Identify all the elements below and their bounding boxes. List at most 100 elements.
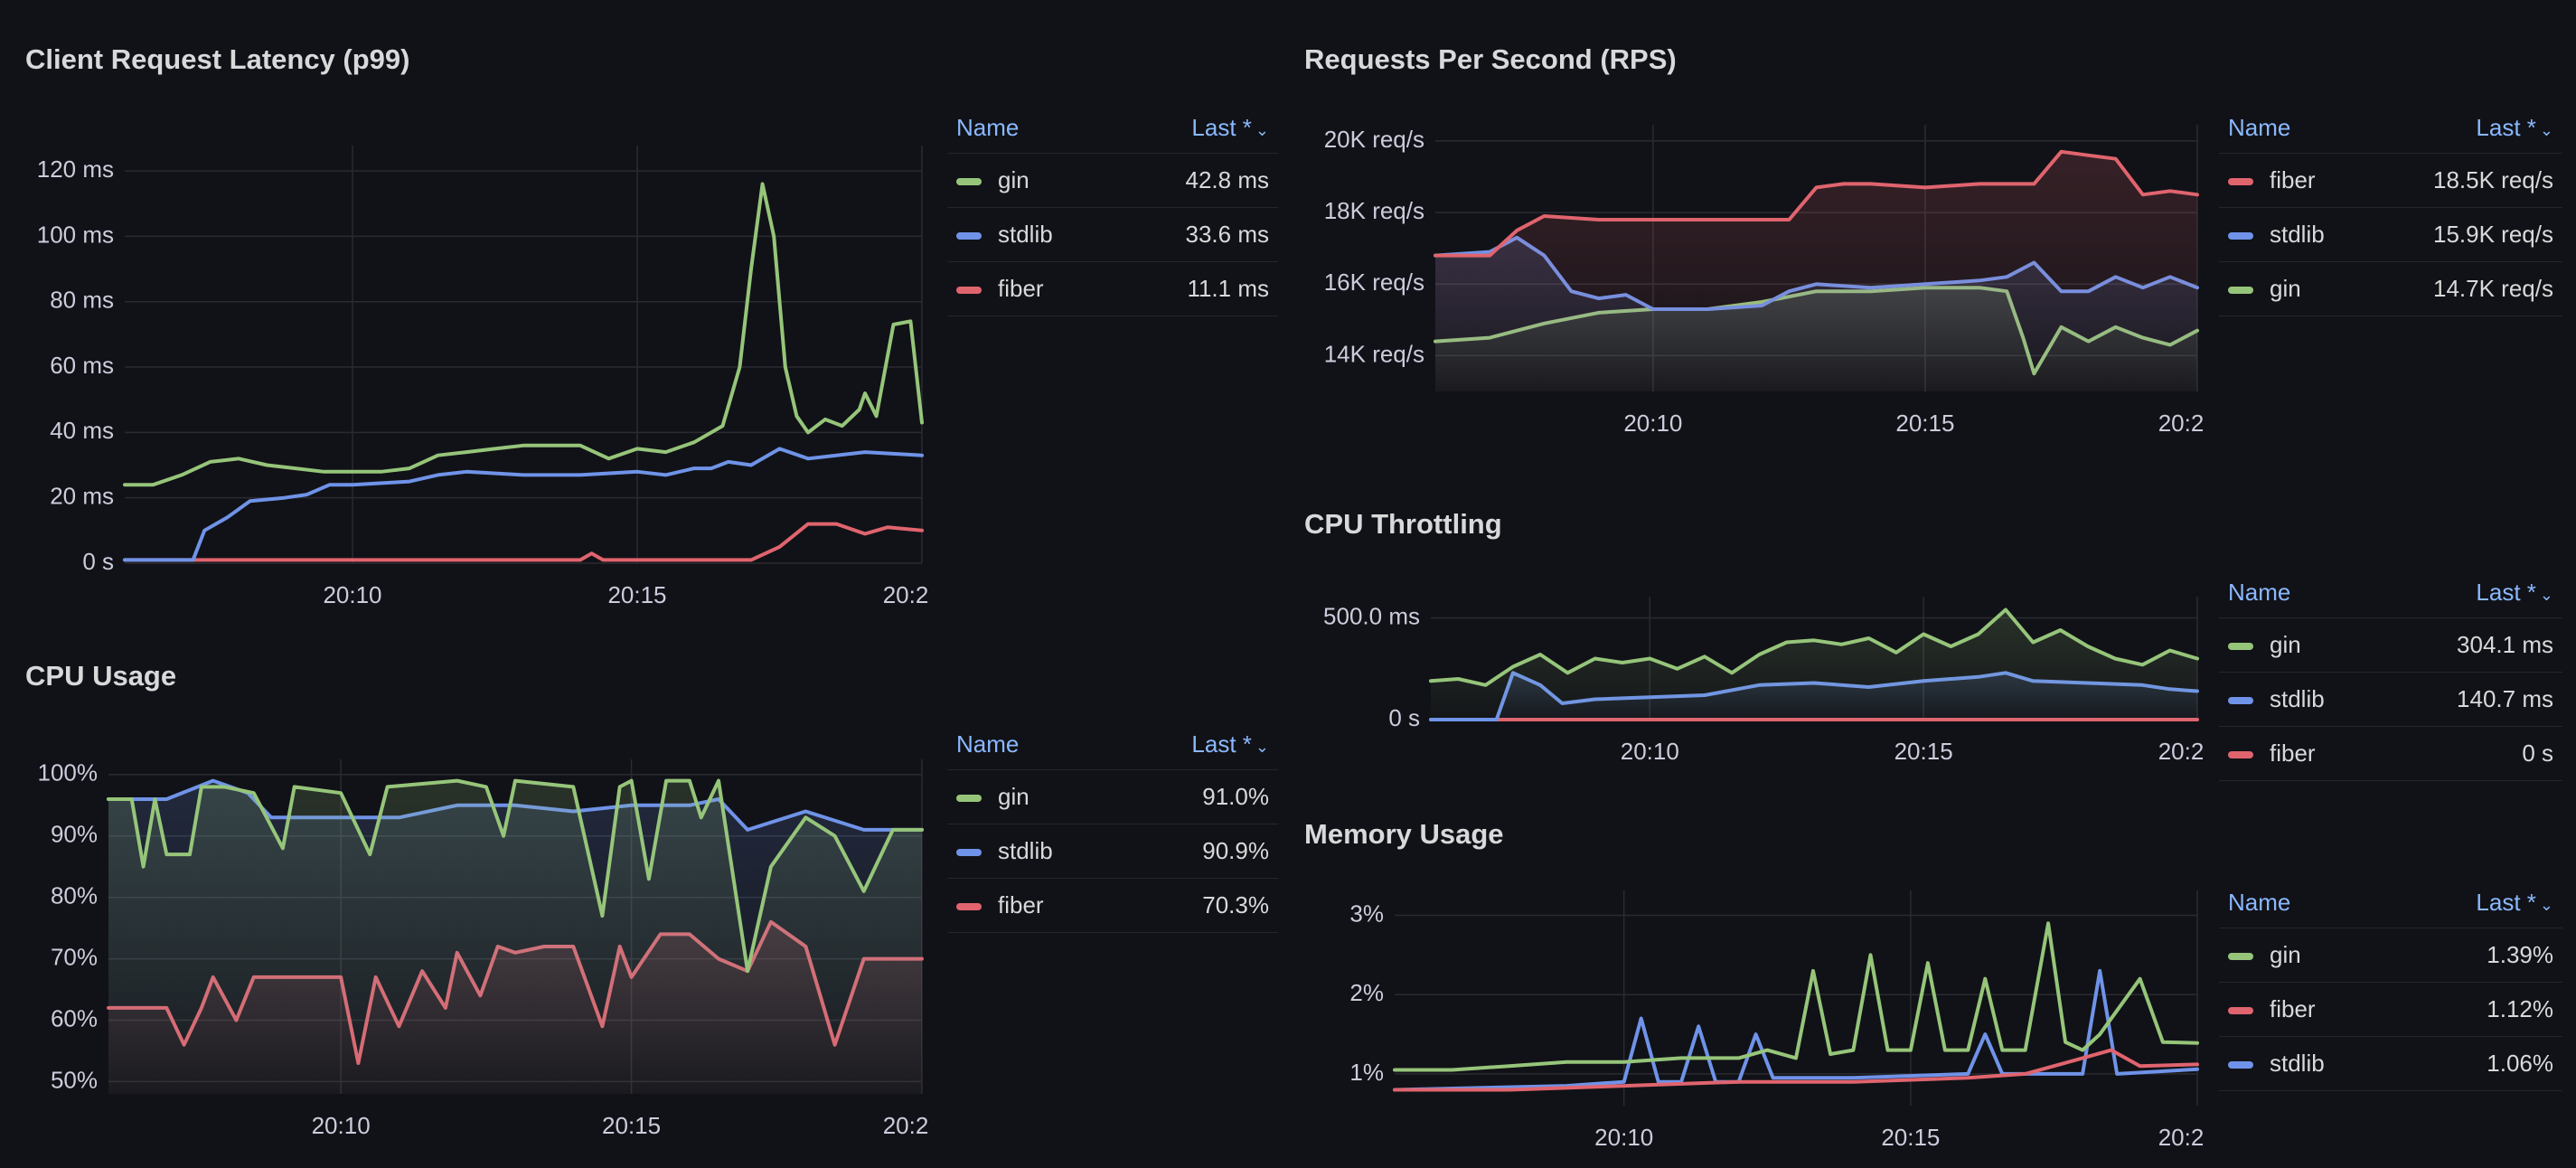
y-tick-label: 100%: [38, 759, 99, 787]
legend-name-header[interactable]: Name: [2228, 579, 2291, 606]
legend-series: fiber: [2219, 982, 2407, 1037]
series-line-gin[interactable]: [1393, 921, 2199, 1072]
series-color-swatch: [956, 795, 982, 803]
y-tick-label: 80%: [51, 882, 98, 909]
x-tick-label: 20:2: [2158, 410, 2205, 437]
y-tick-label: 120 ms: [37, 155, 114, 183]
legend-row-stdlib[interactable]: stdlib 140.7 ms: [2219, 672, 2562, 727]
series-line-stdlib[interactable]: [123, 447, 924, 562]
series-line-gin[interactable]: [107, 778, 924, 974]
legend-series-last-value: 304.1 ms: [2390, 617, 2562, 673]
legend-name-header[interactable]: Name: [956, 730, 1020, 758]
legend-series-name: fiber: [2270, 166, 2316, 193]
legend-series-name: gin: [998, 783, 1029, 810]
legend-series-last-value: 0 s: [2390, 726, 2562, 781]
legend-series-last-value: 70.3%: [1127, 878, 1278, 933]
throttling-panel: CPU Throttling 0 s 500.0 ms 20:10 20:15 20:2…: [1304, 508, 2570, 781]
legend-series-name: fiber: [998, 275, 1044, 302]
series-color-swatch: [2228, 697, 2253, 705]
x-tick-label: 20:15: [1894, 738, 1953, 765]
x-tick-label: 20:2: [883, 581, 929, 608]
legend-last-header[interactable]: Last * ⌄: [1128, 730, 1278, 770]
legend-row-fiber[interactable]: fiber 70.3%: [947, 878, 1278, 933]
y-tick-label: 60%: [51, 1004, 98, 1031]
legend-row-fiber[interactable]: fiber 0 s: [2219, 726, 2562, 781]
memory-legend: Name Last * ⌄ gin 1.39% fiber 1.12% stdlib 1.06%: [2219, 889, 2562, 1091]
series-color-swatch: [2228, 232, 2253, 240]
memory-panel-title: Memory Usage: [1304, 818, 1504, 850]
series-color-swatch: [2228, 751, 2253, 759]
cpu-panel: CPU Usage 50% 60% 70% 80% 90% 100% 20:10 20:15 2…: [25, 660, 1278, 1162]
chevron-down-icon: ⌄: [1255, 738, 1269, 756]
latency-chart[interactable]: 0 s 20 ms 40 ms 60 ms 80 ms 100 ms 120 ms 20:10…: [25, 43, 965, 622]
legend-row-gin[interactable]: gin 14.7K req/s: [2219, 261, 2562, 316]
legend-last-header[interactable]: Last * ⌄: [2391, 579, 2562, 618]
series-color-swatch: [2228, 178, 2253, 186]
legend-series-name: gin: [2270, 631, 2301, 658]
legend-series-name: fiber: [2270, 739, 2316, 767]
y-tick-label: 18K req/s: [1324, 197, 1424, 224]
y-tick-label: 1%: [1349, 1059, 1384, 1086]
y-tick-label: 16K req/s: [1324, 268, 1424, 296]
series-line-fiber[interactable]: [1434, 149, 2199, 258]
legend-series-last-value: 42.8 ms: [1122, 153, 1278, 208]
legend-row-gin[interactable]: gin 42.8 ms: [947, 153, 1278, 208]
legend-series-name: stdlib: [2270, 685, 2325, 712]
legend-row-fiber[interactable]: fiber 18.5K req/s: [2219, 153, 2562, 208]
legend-last-header[interactable]: Last * ⌄: [2374, 114, 2562, 154]
legend-series: gin: [2219, 617, 2391, 673]
legend-row-gin[interactable]: gin 91.0%: [947, 769, 1278, 824]
legend-name-header[interactable]: Name: [2228, 889, 2291, 916]
series-line-stdlib[interactable]: [1393, 968, 2199, 1092]
legend-last-header-label: Last *: [2476, 114, 2536, 141]
y-tick-label: 20K req/s: [1324, 126, 1424, 153]
series-color-swatch: [956, 849, 982, 857]
series-color-swatch: [956, 287, 982, 295]
series-color-swatch: [2228, 953, 2253, 961]
y-tick-label: 100 ms: [37, 221, 114, 248]
legend-row-stdlib[interactable]: stdlib 15.9K req/s: [2219, 207, 2562, 262]
legend-name-header[interactable]: Name: [956, 114, 1020, 141]
latency-panel-title: Client Request Latency (p99): [25, 43, 410, 75]
legend-row-gin[interactable]: gin 304.1 ms: [2219, 617, 2562, 673]
series-line-fiber[interactable]: [123, 522, 924, 562]
legend-series-last-value: 140.7 ms: [2390, 672, 2562, 727]
x-tick-label: 20:2: [2158, 738, 2205, 765]
legend-row-stdlib[interactable]: stdlib 90.9%: [947, 824, 1278, 879]
series-line-gin[interactable]: [1429, 608, 2199, 687]
legend-last-header[interactable]: Last * ⌄: [2406, 889, 2562, 928]
x-tick-label: 20:10: [312, 1112, 371, 1139]
legend-series-last-value: 1.12%: [2406, 982, 2562, 1037]
y-tick-label: 500.0 ms: [1323, 602, 1420, 629]
series-line-fiber[interactable]: [1393, 1048, 2199, 1092]
y-tick-label: 0 s: [82, 548, 114, 575]
legend-series-name: fiber: [2270, 995, 2316, 1022]
legend-series: fiber: [947, 261, 1123, 316]
legend-row-fiber[interactable]: fiber 11.1 ms: [947, 261, 1278, 316]
rps-chart[interactable]: 14K req/s 16K req/s 18K req/s 20K req/s 20:1…: [1304, 43, 2208, 450]
legend-row-gin[interactable]: gin 1.39%: [2219, 928, 2562, 983]
legend-row-stdlib[interactable]: stdlib 1.06%: [2219, 1036, 2562, 1091]
legend-row-stdlib[interactable]: stdlib 33.6 ms: [947, 207, 1278, 262]
series-line-gin[interactable]: [123, 182, 924, 487]
legend-series-last-value: 90.9%: [1127, 824, 1278, 879]
memory-chart[interactable]: 1% 2% 3% 20:10 20:15 20:2: [1304, 818, 2208, 1162]
series-area-gin: [1431, 609, 2197, 720]
latency-panel: Client Request Latency (p99) 0 s 20 ms 40 …: [25, 43, 1278, 622]
x-tick-label: 20:2: [883, 1112, 929, 1139]
legend-row-fiber[interactable]: fiber 1.12%: [2219, 982, 2562, 1037]
legend-series-last-value: 1.39%: [2406, 928, 2562, 983]
y-tick-label: 90%: [51, 821, 98, 848]
throttling-panel-title: CPU Throttling: [1304, 508, 1502, 540]
legend-last-header[interactable]: Last * ⌄: [1123, 114, 1278, 154]
x-tick-label: 20:2: [2158, 1124, 2205, 1151]
series-color-swatch: [2228, 1061, 2253, 1069]
x-tick-label: 20:10: [1594, 1124, 1653, 1151]
legend-name-header[interactable]: Name: [2228, 114, 2291, 141]
y-tick-label: 70%: [51, 943, 98, 970]
throttling-chart[interactable]: 0 s 500.0 ms 20:10 20:15 20:2: [1304, 508, 2208, 779]
series-area-gin: [108, 780, 922, 1094]
y-tick-label: 3%: [1349, 900, 1384, 927]
cpu-chart[interactable]: 50% 60% 70% 80% 90% 100% 20:10 20:15 20:2: [25, 660, 965, 1162]
series-color-swatch: [956, 178, 982, 186]
